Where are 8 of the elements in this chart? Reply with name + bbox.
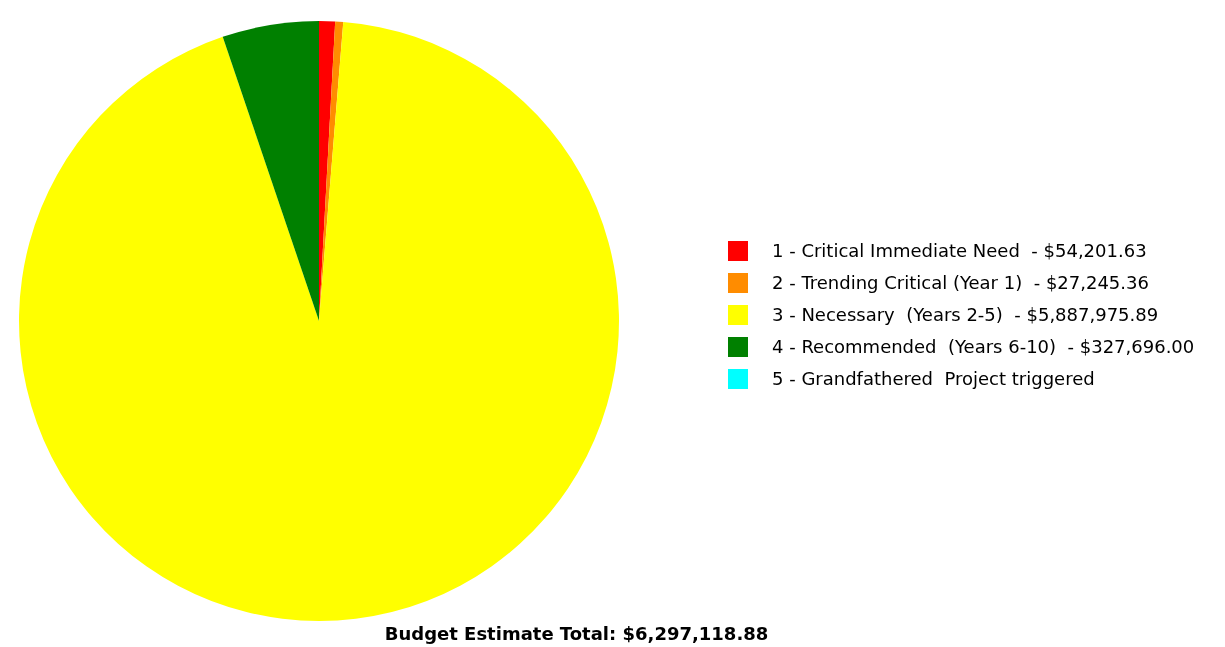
pie-slice — [19, 21, 619, 621]
text: Budget Estimate Total: $6,297,118.88 — [384, 623, 769, 644]
pie-slice — [222, 21, 319, 321]
legend-label: 2 - Trending Critical (Year 1) - $27,245.36 — [772, 272, 1149, 293]
legend-label: 1 - Critical Immediate Need - $54,201.63 — [772, 240, 1147, 261]
legend-label: 5 - Grandfathered Project triggered — [772, 368, 1095, 389]
legend-label: 3 - Necessary (Years 2-5) - $5,887,975.89 — [772, 304, 1159, 325]
legend-label: 4 - Recommended (Years 6-10) - $327,696.00 — [772, 336, 1195, 357]
